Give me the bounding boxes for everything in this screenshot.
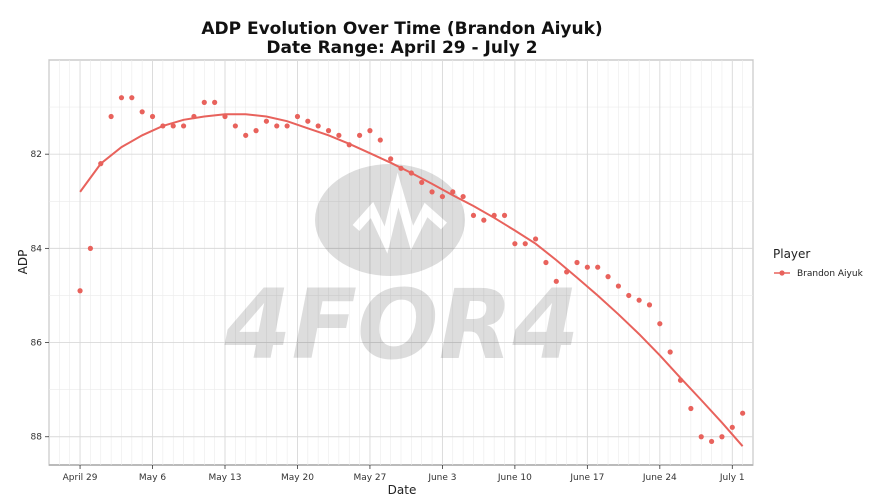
watermark-text: 4FOR4 — [224, 269, 580, 381]
y-tick-label: 86 — [31, 339, 43, 349]
data-point — [481, 217, 487, 223]
legend-label-brandon-aiyuk: Brandon Aiyuk — [797, 269, 864, 279]
y-tick-label: 84 — [31, 244, 43, 254]
data-point — [212, 99, 218, 105]
data-point — [543, 259, 549, 266]
data-point — [284, 123, 290, 129]
data-point — [263, 118, 270, 124]
x-tick-label: April 29 — [63, 473, 98, 483]
x-axis-title: Date — [388, 483, 417, 497]
chart-subtitle: Date Range: April 29 - July 2 — [266, 38, 537, 58]
x-tick-label: July 1 — [719, 473, 745, 483]
data-point — [377, 137, 383, 143]
data-point — [657, 321, 663, 327]
y-axis-ticks: 82 84 86 88 — [31, 150, 49, 443]
data-point — [180, 123, 187, 129]
data-point — [253, 128, 259, 134]
data-point — [129, 95, 135, 101]
data-point — [398, 165, 404, 171]
data-point — [346, 142, 352, 148]
data-point — [564, 269, 570, 275]
data-point — [149, 113, 156, 120]
data-point — [356, 132, 363, 138]
data-point — [336, 132, 342, 138]
watermark-football-shape — [315, 164, 465, 276]
data-point — [274, 123, 280, 129]
data-point — [439, 193, 446, 200]
data-point — [740, 410, 746, 416]
data-point — [512, 241, 518, 247]
data-point — [605, 274, 611, 280]
data-point — [87, 245, 94, 251]
data-point — [460, 193, 466, 200]
data-point — [388, 156, 394, 162]
x-tick-label: May 20 — [281, 473, 314, 483]
data-point — [191, 113, 197, 120]
data-points-group — [77, 95, 746, 445]
data-point — [222, 113, 228, 120]
data-point — [677, 377, 684, 383]
x-tick-label: May 13 — [209, 473, 242, 483]
grid-lines — [48, 59, 754, 465]
data-point — [522, 241, 528, 247]
data-point — [419, 179, 425, 186]
data-point — [305, 118, 311, 124]
data-point — [698, 434, 704, 440]
data-point — [470, 212, 477, 219]
legend-title: Player — [773, 247, 810, 261]
data-point — [367, 128, 373, 134]
data-point — [646, 302, 653, 308]
data-point — [667, 349, 673, 355]
data-point — [315, 123, 321, 129]
data-point — [688, 405, 694, 412]
data-point — [118, 95, 125, 101]
data-point — [532, 236, 539, 242]
x-tick-label: June 10 — [497, 473, 532, 483]
data-point — [243, 132, 249, 138]
data-point — [584, 264, 590, 270]
data-point — [553, 278, 559, 284]
data-point — [139, 109, 145, 115]
data-point — [170, 123, 176, 129]
data-point — [201, 99, 207, 105]
x-tick-label: May 6 — [139, 473, 166, 483]
data-point — [408, 170, 414, 176]
data-point — [450, 189, 456, 195]
x-tick-label: June 17 — [569, 473, 604, 483]
x-tick-label: June 24 — [642, 473, 677, 483]
data-point — [708, 438, 715, 445]
legend: Player Brandon Aiyuk — [773, 247, 864, 279]
data-point — [429, 189, 435, 195]
data-point — [98, 161, 104, 167]
data-point — [719, 434, 725, 440]
data-point — [77, 288, 83, 294]
data-point — [501, 212, 508, 219]
data-point — [729, 424, 735, 430]
data-point — [626, 292, 632, 299]
x-tick-label: June 3 — [427, 473, 456, 483]
data-point — [160, 123, 166, 129]
chart-title: ADP Evolution Over Time (Brandon Aiyuk) — [201, 19, 602, 39]
data-point — [595, 264, 601, 270]
data-point — [636, 297, 642, 303]
y-axis-title: ADP — [16, 250, 30, 275]
watermark-pulse-icon — [352, 172, 447, 254]
watermark-4for4-logo: 4FOR4 — [224, 164, 580, 381]
legend-point-swatch — [779, 270, 785, 276]
x-axis-ticks: April 29 May 6 May 13 May 20 May 27 June 3 Jun… — [63, 465, 745, 483]
y-tick-label: 82 — [31, 150, 42, 160]
x-tick-label: May 27 — [353, 473, 386, 483]
data-point — [574, 259, 580, 266]
y-tick-label: 88 — [31, 433, 43, 443]
data-point — [294, 113, 301, 120]
data-point — [232, 123, 238, 129]
data-point — [491, 212, 497, 219]
data-point — [615, 283, 622, 289]
data-point — [108, 113, 114, 120]
data-point — [325, 128, 332, 134]
